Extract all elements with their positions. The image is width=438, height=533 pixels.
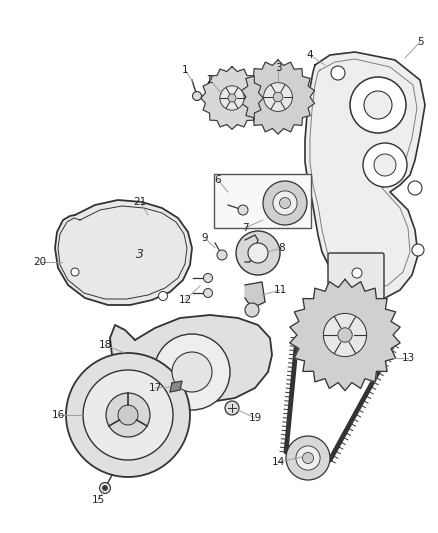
Circle shape bbox=[236, 231, 280, 275]
Text: 15: 15 bbox=[92, 495, 105, 505]
Circle shape bbox=[217, 250, 227, 260]
Circle shape bbox=[364, 91, 392, 119]
Circle shape bbox=[264, 83, 293, 111]
Circle shape bbox=[279, 198, 290, 208]
Circle shape bbox=[159, 292, 167, 301]
Polygon shape bbox=[170, 381, 182, 392]
Text: 19: 19 bbox=[248, 413, 261, 423]
Polygon shape bbox=[110, 315, 272, 402]
Text: 9: 9 bbox=[201, 233, 208, 243]
Circle shape bbox=[204, 288, 212, 297]
Circle shape bbox=[192, 92, 201, 101]
Circle shape bbox=[225, 401, 239, 415]
FancyBboxPatch shape bbox=[328, 253, 384, 299]
Circle shape bbox=[338, 328, 352, 342]
Polygon shape bbox=[245, 235, 258, 262]
Circle shape bbox=[352, 268, 362, 278]
Text: 11: 11 bbox=[273, 285, 286, 295]
Polygon shape bbox=[290, 279, 400, 391]
Text: 20: 20 bbox=[33, 257, 46, 267]
Circle shape bbox=[71, 268, 79, 276]
Text: 3: 3 bbox=[136, 248, 144, 262]
Circle shape bbox=[273, 191, 297, 215]
Text: 3: 3 bbox=[275, 63, 281, 73]
Circle shape bbox=[220, 86, 244, 110]
Circle shape bbox=[118, 405, 138, 425]
Text: 7: 7 bbox=[242, 223, 248, 233]
Text: 6: 6 bbox=[215, 175, 221, 185]
Circle shape bbox=[204, 273, 212, 282]
Text: 17: 17 bbox=[148, 383, 162, 393]
Text: 5: 5 bbox=[417, 37, 423, 47]
Circle shape bbox=[99, 482, 110, 494]
Circle shape bbox=[102, 486, 107, 490]
Circle shape bbox=[273, 92, 283, 102]
Text: 14: 14 bbox=[272, 457, 285, 467]
Circle shape bbox=[228, 94, 236, 102]
Circle shape bbox=[286, 436, 330, 480]
Text: 4: 4 bbox=[307, 50, 313, 60]
Text: 1: 1 bbox=[182, 65, 188, 75]
Circle shape bbox=[248, 243, 268, 263]
Text: 13: 13 bbox=[401, 353, 415, 363]
Circle shape bbox=[408, 181, 422, 195]
Polygon shape bbox=[305, 52, 425, 300]
Text: 2: 2 bbox=[207, 75, 213, 85]
FancyBboxPatch shape bbox=[214, 174, 311, 228]
Circle shape bbox=[374, 154, 396, 176]
Circle shape bbox=[412, 244, 424, 256]
Polygon shape bbox=[245, 282, 265, 308]
Circle shape bbox=[331, 66, 345, 80]
Circle shape bbox=[323, 313, 367, 357]
Circle shape bbox=[238, 205, 248, 215]
Polygon shape bbox=[241, 60, 314, 134]
Circle shape bbox=[106, 393, 150, 437]
Circle shape bbox=[83, 370, 173, 460]
Circle shape bbox=[263, 181, 307, 225]
Circle shape bbox=[245, 303, 259, 317]
Circle shape bbox=[303, 453, 314, 464]
Circle shape bbox=[350, 77, 406, 133]
Text: 8: 8 bbox=[279, 243, 285, 253]
Circle shape bbox=[296, 446, 320, 470]
Circle shape bbox=[154, 334, 230, 410]
Text: 16: 16 bbox=[51, 410, 65, 420]
Polygon shape bbox=[55, 200, 192, 305]
Circle shape bbox=[66, 353, 190, 477]
Circle shape bbox=[363, 143, 407, 187]
Circle shape bbox=[172, 352, 212, 392]
Text: 21: 21 bbox=[134, 197, 147, 207]
Text: 18: 18 bbox=[99, 340, 112, 350]
Polygon shape bbox=[201, 67, 263, 130]
Text: 12: 12 bbox=[178, 295, 192, 305]
